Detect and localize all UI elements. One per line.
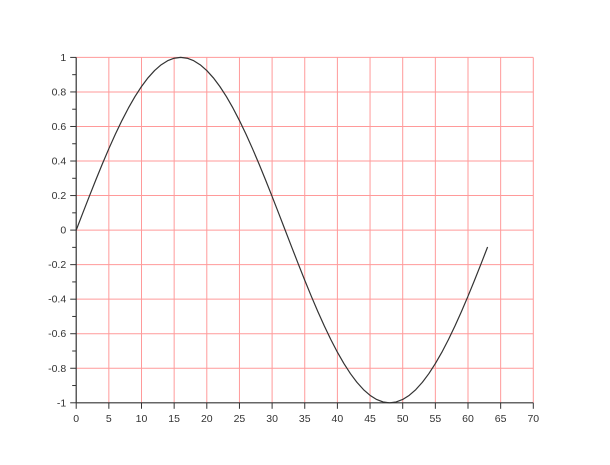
svg-text:10: 10 bbox=[136, 413, 148, 425]
svg-text:45: 45 bbox=[364, 413, 376, 425]
svg-text:-0.8: -0.8 bbox=[48, 363, 66, 375]
svg-text:40: 40 bbox=[332, 413, 344, 425]
svg-text:65: 65 bbox=[495, 413, 507, 425]
svg-text:5: 5 bbox=[106, 413, 112, 425]
svg-text:60: 60 bbox=[462, 413, 474, 425]
svg-text:-0.4: -0.4 bbox=[48, 294, 66, 306]
svg-text:0: 0 bbox=[73, 413, 79, 425]
svg-text:20: 20 bbox=[201, 413, 213, 425]
svg-text:1: 1 bbox=[60, 52, 66, 64]
svg-text:-1: -1 bbox=[57, 397, 66, 409]
svg-text:50: 50 bbox=[397, 413, 409, 425]
svg-text:-0.2: -0.2 bbox=[48, 259, 66, 271]
svg-text:35: 35 bbox=[299, 413, 311, 425]
svg-text:0.6: 0.6 bbox=[52, 121, 67, 133]
svg-text:-0.6: -0.6 bbox=[48, 328, 66, 340]
svg-text:25: 25 bbox=[234, 413, 246, 425]
svg-text:0.4: 0.4 bbox=[52, 156, 67, 168]
svg-text:70: 70 bbox=[527, 413, 539, 425]
svg-text:30: 30 bbox=[266, 413, 278, 425]
svg-text:55: 55 bbox=[430, 413, 442, 425]
svg-text:0.2: 0.2 bbox=[52, 190, 67, 202]
svg-text:0.8: 0.8 bbox=[52, 86, 67, 98]
svg-text:15: 15 bbox=[168, 413, 180, 425]
svg-text:0: 0 bbox=[60, 225, 66, 237]
